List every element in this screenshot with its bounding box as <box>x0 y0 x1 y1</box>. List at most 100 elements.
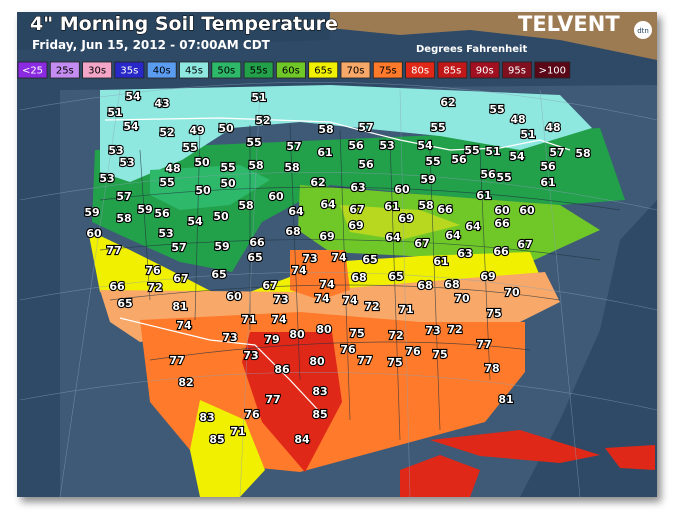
station-value: 66 <box>493 245 509 258</box>
station-value: 50 <box>213 210 229 223</box>
station-value: 76 <box>145 264 161 277</box>
station-value: 67 <box>173 272 188 285</box>
brand: TELVENT <box>518 12 620 36</box>
state-lines <box>99 124 621 441</box>
station-value: 57 <box>171 241 186 254</box>
header-bg <box>17 12 330 50</box>
legend-swatch <box>243 61 274 79</box>
station-value: 49 <box>189 124 204 137</box>
station-value: 55 <box>182 141 197 154</box>
station-value: 60 <box>268 190 284 203</box>
station-value: 66 <box>494 217 510 230</box>
station-value: 48 <box>545 121 560 134</box>
station-value: 56 <box>540 160 556 173</box>
station-value: 61 <box>540 176 555 189</box>
station-value: 69 <box>319 230 334 243</box>
legend-label: 70s <box>347 66 365 77</box>
station-value: 59 <box>214 240 229 253</box>
legend-swatch <box>340 61 371 79</box>
station-value: 74 <box>271 313 287 326</box>
station-value: 69 <box>480 270 495 283</box>
station-value: 69 <box>398 212 413 225</box>
legend-label: 95s <box>508 66 526 77</box>
station-value: 72 <box>447 323 462 336</box>
station-value: 48 <box>165 162 180 175</box>
station-value: 53 <box>99 172 114 185</box>
station-value: 55 <box>464 144 479 157</box>
legend-label: 85s <box>443 66 461 77</box>
station-value: 55 <box>430 121 445 134</box>
station-value: 76 <box>244 408 260 421</box>
station-value: 64 <box>385 231 401 244</box>
legend-label: 60s <box>282 66 300 77</box>
station-value: 54 <box>509 150 525 163</box>
station-value: 73 <box>425 324 440 337</box>
station-value: 51 <box>107 106 122 119</box>
station-value: 62 <box>310 176 325 189</box>
station-value: 60 <box>86 227 102 240</box>
title: 4" Morning Soil Temperature <box>30 13 338 35</box>
station-value: 58 <box>318 123 333 136</box>
station-value: 53 <box>379 139 394 152</box>
legend-label: 55s <box>250 66 268 77</box>
station-value: 71 <box>241 313 256 326</box>
station-value: 51 <box>485 145 500 158</box>
station-value: 55 <box>220 161 235 174</box>
station-value: 59 <box>84 206 99 219</box>
station-value: 59 <box>137 203 152 216</box>
terrain <box>330 12 657 60</box>
station-value: 69 <box>348 219 363 232</box>
graticule <box>19 82 657 497</box>
station-value: 56 <box>358 158 374 171</box>
station-value: 65 <box>117 297 132 310</box>
legend-label: 25s <box>56 66 74 77</box>
logo-badge <box>634 21 652 39</box>
station-value: 50 <box>218 122 234 135</box>
zone-75-plains <box>290 250 350 300</box>
legend-swatch <box>308 61 339 79</box>
station-value: 66 <box>109 280 125 293</box>
station-value: 51 <box>251 91 266 104</box>
border-canada <box>104 117 571 151</box>
station-value: 82 <box>178 376 193 389</box>
station-value: 75 <box>387 356 402 369</box>
station-value: 57 <box>358 121 373 134</box>
station-value: 81 <box>172 300 187 313</box>
station-value: 81 <box>498 393 513 406</box>
station-value: 65 <box>211 268 226 281</box>
legend-swatch <box>146 61 177 79</box>
station-value: 75 <box>432 348 447 361</box>
station-value: 56 <box>480 168 496 181</box>
legend-label: 30s <box>88 66 106 77</box>
station-value: 74 <box>319 278 335 291</box>
station-value: 56 <box>451 153 467 166</box>
station-value: 80 <box>309 355 325 368</box>
station-value: 55 <box>246 136 261 149</box>
station-value: 56 <box>154 207 170 220</box>
station-value: 53 <box>158 227 173 240</box>
station-value: 67 <box>262 279 277 292</box>
station-value: 63 <box>457 247 472 260</box>
station-value: 51 <box>520 128 535 141</box>
legend-label: 80s <box>411 66 429 77</box>
station-value: 68 <box>417 279 432 292</box>
station-value: 64 <box>445 229 461 242</box>
station-value: 77 <box>476 338 491 351</box>
station-value: 73 <box>302 252 317 265</box>
station-value: 75 <box>486 307 501 320</box>
legend-swatch <box>405 61 436 79</box>
station-value: 80 <box>289 328 305 341</box>
legend-swatch <box>275 61 306 79</box>
station-value: 67 <box>414 237 429 250</box>
station-value: 55 <box>489 103 504 116</box>
station-value: 68 <box>285 225 300 238</box>
station-value: 60 <box>394 183 410 196</box>
station-value: 50 <box>195 184 211 197</box>
station-value: 43 <box>154 97 169 110</box>
station-value: 57 <box>549 146 564 159</box>
legend-swatch <box>82 61 112 79</box>
station-value: 66 <box>437 203 453 216</box>
station-value: 83 <box>199 411 214 424</box>
